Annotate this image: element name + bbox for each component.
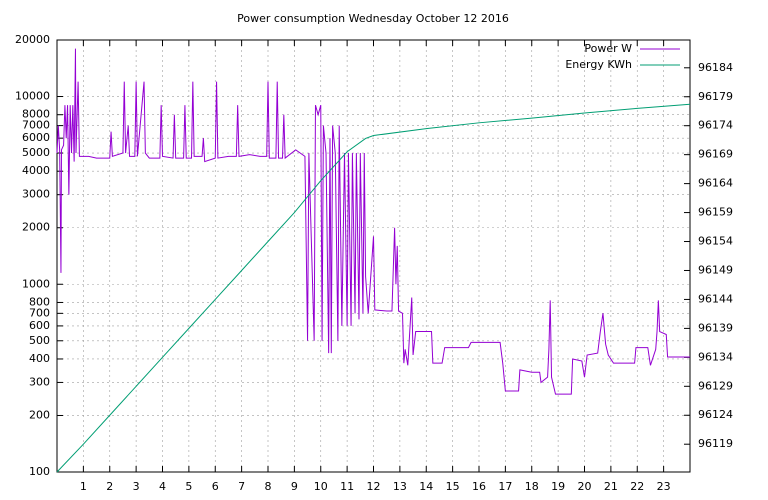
y2-tick-label: 96174 — [698, 119, 733, 132]
x-tick-label: 4 — [159, 480, 166, 493]
x-tick-label: 19 — [551, 480, 565, 493]
series-line — [56, 48, 690, 395]
x-tick-label: 1 — [80, 480, 87, 493]
y-tick-label: 7000 — [22, 119, 50, 132]
y-tick-label: 1000 — [22, 277, 50, 290]
y-tick-label: 5000 — [22, 146, 50, 159]
x-tick-label: 8 — [265, 480, 272, 493]
x-tick-label: 21 — [604, 480, 618, 493]
y2-tick-label: 96164 — [698, 177, 733, 190]
x-tick-label: 22 — [630, 480, 644, 493]
y-tick-label: 700 — [29, 306, 50, 319]
y2-tick-label: 96129 — [698, 379, 733, 392]
x-tick-label: 6 — [212, 480, 219, 493]
y2-tick-label: 96124 — [698, 408, 733, 421]
x-tick-label: 17 — [498, 480, 512, 493]
y-tick-label: 600 — [29, 319, 50, 332]
y-tick-label: 4000 — [22, 164, 50, 177]
y-tick-label: 6000 — [22, 131, 50, 144]
legend-label: Power W — [584, 42, 632, 55]
y-tick-label: 100 — [29, 465, 50, 478]
y2-tick-label: 96184 — [698, 61, 733, 74]
y-tick-label: 500 — [29, 334, 50, 347]
x-tick-label: 11 — [340, 480, 354, 493]
y2-tick-label: 96159 — [698, 206, 733, 219]
x-tick-label: 23 — [657, 480, 671, 493]
y2-tick-label: 96149 — [698, 263, 733, 276]
legend-label: Energy KWh — [565, 58, 632, 71]
x-tick-label: 18 — [525, 480, 539, 493]
y-tick-label: 200 — [29, 408, 50, 421]
series-line — [56, 103, 691, 473]
y-tick-label: 3000 — [22, 188, 50, 201]
x-tick-label: 16 — [472, 480, 486, 493]
y2-tick-label: 96119 — [698, 437, 733, 450]
y2-tick-label: 96134 — [698, 350, 733, 363]
y-tick-label: 300 — [29, 375, 50, 388]
y-tick-label: 800 — [29, 295, 50, 308]
y-tick-label: 2000 — [22, 221, 50, 234]
y2-tick-label: 96169 — [698, 148, 733, 161]
chart-title: Power consumption Wednesday October 12 2… — [237, 12, 509, 25]
x-tick-label: 2 — [106, 480, 113, 493]
x-tick-label: 15 — [446, 480, 460, 493]
y2-tick-label: 96139 — [698, 321, 733, 334]
y-tick-label: 8000 — [22, 108, 50, 121]
x-tick-label: 3 — [133, 480, 140, 493]
y2-tick-label: 96144 — [698, 292, 733, 305]
x-tick-label: 7 — [238, 480, 245, 493]
x-tick-label: 12 — [367, 480, 381, 493]
y-tick-label: 20000 — [15, 33, 50, 46]
x-tick-label: 13 — [393, 480, 407, 493]
y2-tick-label: 96179 — [698, 90, 733, 103]
x-tick-label: 5 — [185, 480, 192, 493]
plot-frame — [56, 39, 691, 473]
x-tick-label: 14 — [419, 480, 433, 493]
x-tick-label: 9 — [291, 480, 298, 493]
y-tick-label: 400 — [29, 352, 50, 365]
x-tick-label: 20 — [578, 480, 592, 493]
y2-tick-label: 96154 — [698, 235, 733, 248]
y-tick-label: 10000 — [15, 90, 50, 103]
x-tick-label: 10 — [314, 480, 328, 493]
